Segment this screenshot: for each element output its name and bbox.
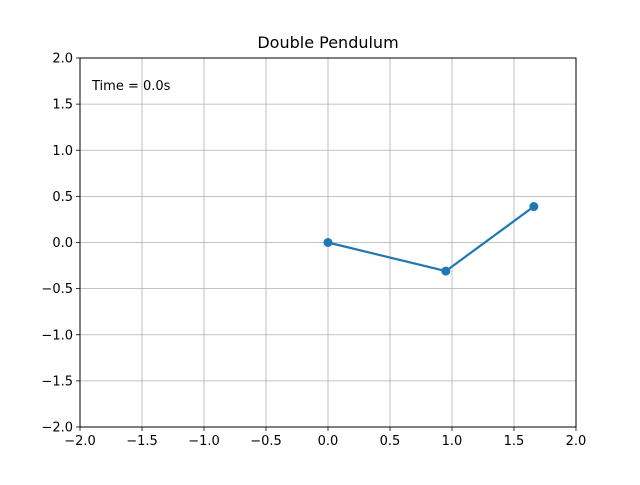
x-tick-label: 0.5: [380, 434, 401, 449]
y-tick-label: 1.5: [52, 98, 73, 113]
pendulum-point: [441, 266, 451, 276]
y-tick-label: 0.5: [52, 190, 73, 205]
ticks: −2.0 −1.5 −1.0 −0.5 0.0 0.5 1.0 1.5 2.0 −2.0 −1.5 −…: [41, 52, 586, 450]
x-tick-label: −1.5: [126, 434, 158, 449]
x-tick-label: 1.0: [442, 434, 463, 449]
y-tick-label: −0.5: [41, 282, 73, 297]
time-annotation: Time = 0.0s: [91, 79, 171, 94]
pendulum-point: [529, 202, 539, 212]
y-tick-label: −1.5: [41, 374, 73, 389]
y-tick-label: 0.0: [52, 236, 73, 251]
y-tick-label: 2.0: [52, 52, 73, 67]
x-tick-label: 2.0: [566, 434, 587, 449]
y-tick-label: −1.0: [41, 328, 73, 343]
chart-title: Double Pendulum: [257, 33, 398, 52]
x-tick-label: 1.5: [504, 434, 525, 449]
x-tick-label: −1.0: [188, 434, 220, 449]
y-tick-label: 1.0: [52, 144, 73, 159]
x-tick-label: 0.0: [318, 434, 339, 449]
pendulum-point: [323, 238, 333, 247]
y-tick-label: −2.0: [41, 421, 73, 436]
x-tick-label: −0.5: [250, 434, 282, 449]
plot-data: [323, 202, 539, 276]
x-tick-label: −2.0: [64, 434, 96, 449]
